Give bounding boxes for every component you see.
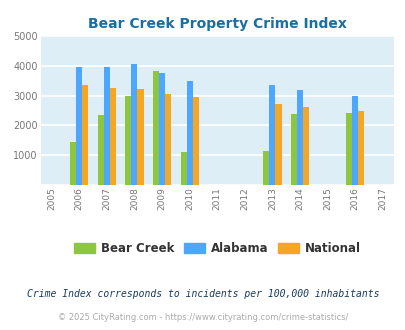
Bar (137, 89, 143, 185)
Bar (263, 151, 269, 185)
Bar (345, 113, 351, 185)
Text: Crime Index corresponds to incidents per 100,000 inhabitants: Crime Index corresponds to incidents per… (27, 289, 378, 299)
Bar (269, 85, 275, 185)
Bar (180, 152, 186, 185)
Bar (104, 67, 110, 185)
Bar (290, 114, 296, 185)
Bar (186, 81, 192, 185)
Bar (159, 74, 165, 185)
Bar (131, 64, 137, 185)
Bar (351, 96, 357, 185)
Bar (153, 71, 159, 185)
Title: Bear Creek Property Crime Index: Bear Creek Property Crime Index (87, 17, 346, 31)
Bar (192, 97, 198, 185)
Bar (125, 96, 131, 185)
Text: © 2025 CityRating.com - https://www.cityrating.com/crime-statistics/: © 2025 CityRating.com - https://www.city… (58, 313, 347, 322)
Legend: Bear Creek, Alabama, National: Bear Creek, Alabama, National (70, 238, 364, 258)
Bar (275, 104, 281, 185)
Bar (98, 115, 104, 185)
Bar (357, 112, 363, 185)
Bar (165, 94, 171, 185)
Bar (110, 88, 116, 185)
Bar (70, 142, 76, 185)
Bar (82, 85, 88, 185)
Bar (76, 68, 82, 185)
Bar (296, 90, 302, 185)
Bar (302, 107, 308, 185)
